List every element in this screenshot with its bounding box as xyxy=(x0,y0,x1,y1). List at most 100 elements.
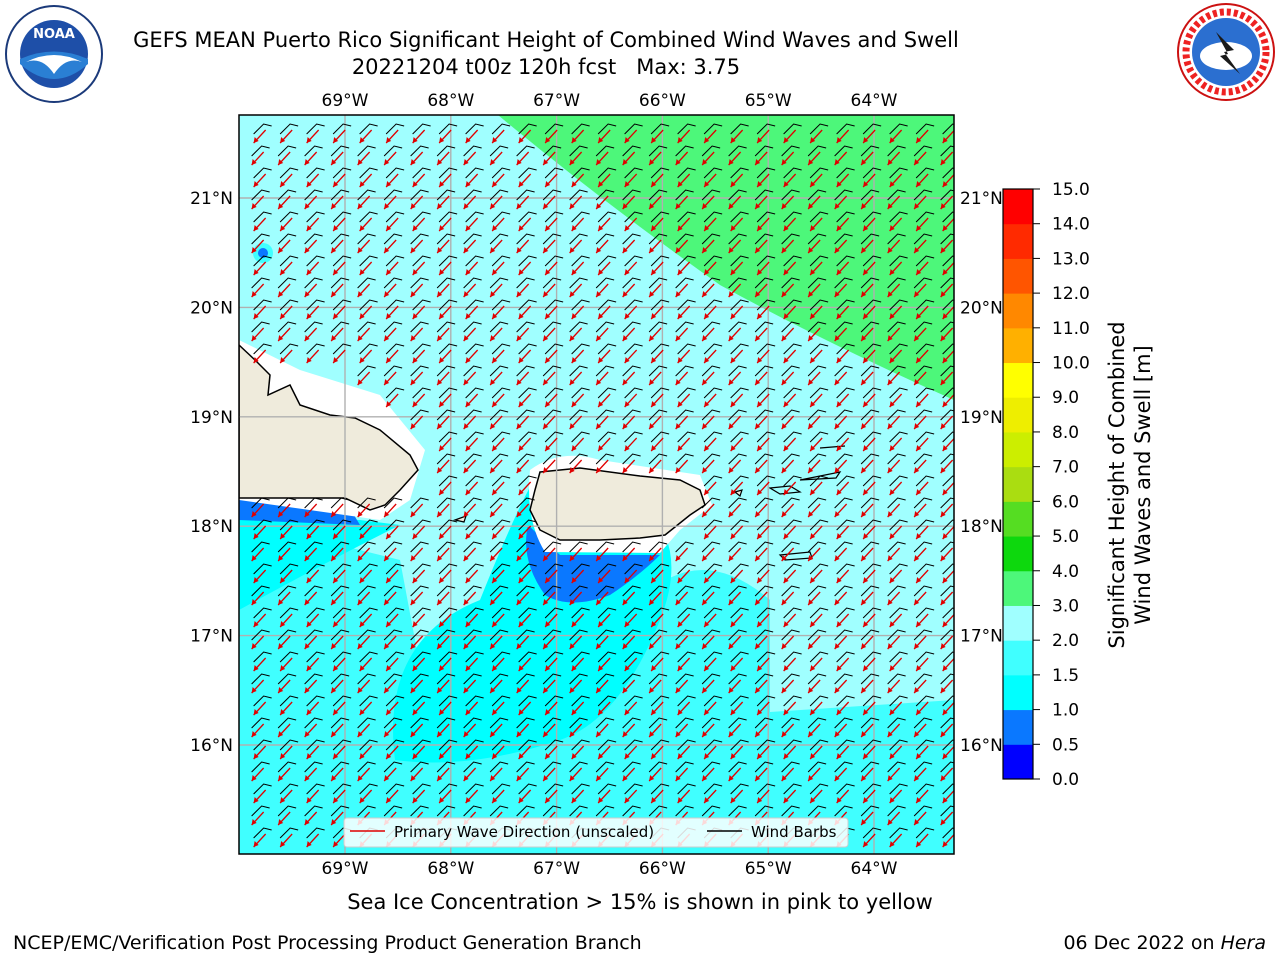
wind-barb xyxy=(542,233,562,245)
wind-barb xyxy=(836,695,855,707)
wind-barb xyxy=(385,783,405,795)
wind-barb xyxy=(465,299,484,311)
wind-barb xyxy=(701,541,721,553)
wind-barb xyxy=(595,629,615,641)
wind-barb xyxy=(463,497,482,509)
wind-barb xyxy=(675,233,694,245)
wind-barb xyxy=(489,761,509,773)
wind-barb xyxy=(332,783,352,795)
wind-barb xyxy=(701,673,721,685)
wind-barb xyxy=(860,497,880,509)
wind-barb xyxy=(889,299,908,311)
wind-barb xyxy=(569,541,588,553)
wind-barb xyxy=(385,299,405,311)
wind-barb xyxy=(412,211,431,223)
wind-barb xyxy=(807,321,827,333)
wind-barb xyxy=(463,189,482,201)
wind-barb xyxy=(569,321,588,333)
wind-barb xyxy=(597,211,617,223)
wind-barb xyxy=(542,541,562,553)
wind-barb xyxy=(357,321,376,333)
wind-barb xyxy=(595,189,615,201)
wind-barb xyxy=(518,783,537,795)
wind-barb xyxy=(330,805,350,817)
wind-barb xyxy=(783,563,802,575)
wind-barb xyxy=(306,255,325,267)
wind-barb xyxy=(597,167,617,179)
wind-barb xyxy=(730,563,749,575)
wind-barb xyxy=(383,189,403,201)
wind-barb xyxy=(940,277,954,289)
wind-barb xyxy=(915,211,935,223)
wind-barb xyxy=(942,475,954,487)
wind-barb xyxy=(809,299,829,311)
wind-barb xyxy=(491,651,511,663)
wind-barb xyxy=(542,321,562,333)
wind-barb xyxy=(754,541,774,553)
wind-barb xyxy=(542,805,562,817)
wind-barb xyxy=(279,255,299,267)
legend-wave-label: Primary Wave Direction (unscaled) xyxy=(394,823,654,841)
wind-barb xyxy=(834,145,853,157)
wind-barb xyxy=(783,255,802,267)
wind-barb xyxy=(304,629,323,641)
wind-barb xyxy=(569,629,588,641)
wind-barb xyxy=(253,211,272,223)
lat-tick-label: 21°N xyxy=(960,189,1003,209)
wind-barb xyxy=(915,519,935,531)
wind-barb xyxy=(359,167,378,179)
lat-tick-label: 18°N xyxy=(960,517,1003,537)
wind-barb xyxy=(860,277,880,289)
lat-tick-label: 16°N xyxy=(960,736,1003,756)
wind-barb xyxy=(730,651,749,663)
wind-barb xyxy=(834,673,853,685)
wind-barb xyxy=(781,453,800,465)
wind-barb xyxy=(569,673,588,685)
wind-barb xyxy=(781,321,800,333)
wind-barb xyxy=(438,431,458,443)
wind-barb xyxy=(860,761,880,773)
wind-barb xyxy=(436,673,456,685)
wind-barb xyxy=(703,167,723,179)
wind-barb xyxy=(677,563,696,575)
map-frame xyxy=(238,114,955,855)
wind-barb xyxy=(940,321,954,333)
wind-barb xyxy=(518,651,537,663)
wind-barb xyxy=(650,123,670,135)
wind-barb xyxy=(277,321,297,333)
wind-barb xyxy=(624,563,643,575)
wind-barb xyxy=(836,651,855,663)
wind-barb xyxy=(624,123,643,135)
wind-barb xyxy=(465,387,484,399)
wind-barb xyxy=(385,739,405,751)
lat-tick-label: 21°N xyxy=(190,189,233,209)
wind-barb xyxy=(622,321,641,333)
wind-barb xyxy=(595,409,615,421)
wind-barb xyxy=(887,585,906,597)
wind-barb xyxy=(279,739,299,751)
wind-barb xyxy=(783,167,802,179)
wind-barb xyxy=(438,651,458,663)
wind-barb xyxy=(703,607,723,619)
wind-barb xyxy=(675,585,694,597)
lon-tick-label: 68°W xyxy=(427,859,474,879)
wind-barb xyxy=(597,651,617,663)
wind-barb xyxy=(650,607,670,619)
lon-tick-label: 68°W xyxy=(427,91,474,111)
wind-barb xyxy=(756,783,776,795)
wind-barb xyxy=(677,167,696,179)
wind-barb xyxy=(410,233,429,245)
wind-barb xyxy=(410,145,429,157)
wind-barb xyxy=(304,761,323,773)
wind-barb xyxy=(383,541,403,553)
lat-tick-label: 16°N xyxy=(190,736,233,756)
wind-barb xyxy=(489,189,509,201)
wind-barb xyxy=(809,563,829,575)
wind-barb xyxy=(436,761,456,773)
wind-barb xyxy=(595,761,615,773)
wind-barb xyxy=(915,387,935,399)
wind-barb xyxy=(465,431,484,443)
wind-barb xyxy=(650,167,670,179)
wind-barb xyxy=(756,255,776,267)
wind-barb xyxy=(677,651,696,663)
